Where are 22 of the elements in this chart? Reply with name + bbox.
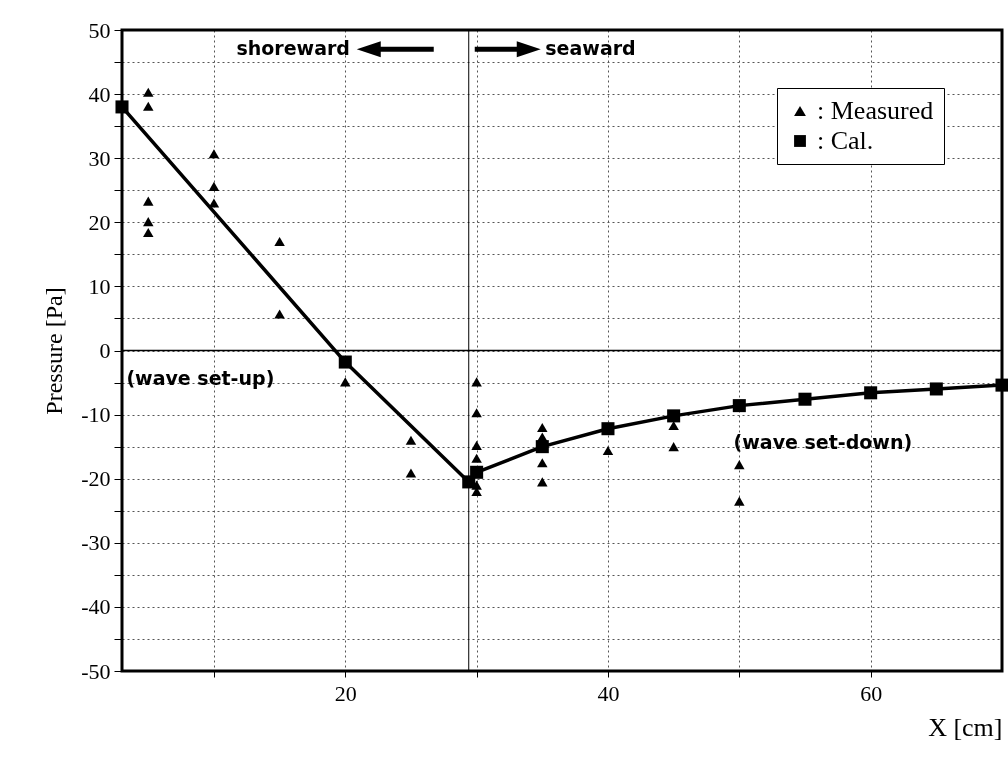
y-tick-label: -20: [81, 466, 111, 492]
x-tick-label: 40: [597, 680, 620, 706]
x-tick-label: 60: [860, 680, 883, 706]
y-tick-label: -40: [81, 594, 111, 620]
x-axis-title: X [cm]: [928, 712, 1003, 742]
legend-label: : Cal.: [817, 126, 874, 155]
annotation: (wave set-down): [733, 431, 913, 454]
y-tick-label: 30: [88, 145, 111, 171]
y-tick-label: 20: [88, 209, 111, 235]
legend-label: : Measured: [817, 96, 934, 125]
y-tick-label: 0: [99, 338, 111, 363]
y-tick-label: 50: [88, 17, 111, 43]
y-tick-label: -10: [81, 402, 111, 428]
y-axis-title: Pressure [Pa]: [41, 287, 68, 415]
y-tick-label: 10: [88, 273, 111, 299]
annotation: seaward: [545, 37, 636, 60]
y-tick-label: -50: [81, 658, 111, 684]
y-tick-label: -30: [81, 530, 111, 556]
annotation: shoreward: [236, 37, 350, 60]
annotation: (wave set-up): [126, 367, 275, 390]
x-tick-label: 20: [334, 680, 357, 706]
y-tick-label: 40: [88, 81, 111, 107]
